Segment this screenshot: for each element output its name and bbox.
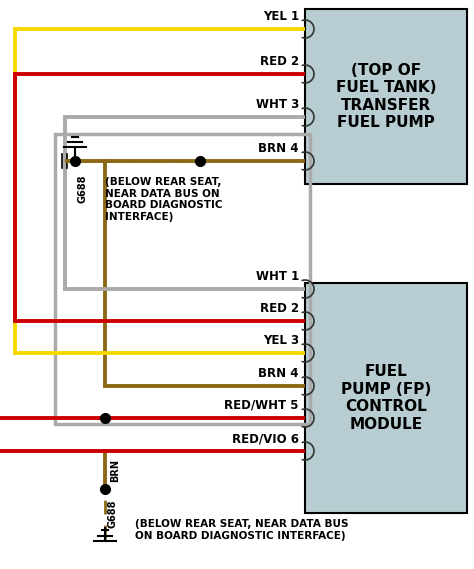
FancyBboxPatch shape [305, 283, 467, 513]
Text: (BELOW REAR SEAT,
NEAR DATA BUS ON
BOARD DIAGNOSTIC
INTERFACE): (BELOW REAR SEAT, NEAR DATA BUS ON BOARD… [105, 177, 222, 222]
Text: BRN 4: BRN 4 [258, 367, 299, 380]
Text: (TOP OF
FUEL TANK)
TRANSFER
FUEL PUMP: (TOP OF FUEL TANK) TRANSFER FUEL PUMP [336, 63, 436, 130]
Text: G688: G688 [78, 174, 88, 203]
Text: RED 2: RED 2 [260, 55, 299, 68]
Text: (BELOW REAR SEAT, NEAR DATA BUS
ON BOARD DIAGNOSTIC INTERFACE): (BELOW REAR SEAT, NEAR DATA BUS ON BOARD… [135, 519, 348, 541]
Text: WHT 3: WHT 3 [256, 98, 299, 111]
Text: BRN 4: BRN 4 [258, 142, 299, 155]
Text: WHT 1: WHT 1 [256, 270, 299, 283]
Text: BRN: BRN [110, 459, 120, 481]
Text: YEL 3: YEL 3 [263, 334, 299, 347]
Text: RED/VIO 6: RED/VIO 6 [232, 432, 299, 445]
Text: YEL 1: YEL 1 [263, 10, 299, 23]
Text: FUEL
PUMP (FP)
CONTROL
MODULE: FUEL PUMP (FP) CONTROL MODULE [341, 364, 431, 432]
Text: RED/WHT 5: RED/WHT 5 [225, 399, 299, 412]
FancyBboxPatch shape [305, 9, 467, 184]
Text: RED 2: RED 2 [260, 302, 299, 315]
Text: G688: G688 [108, 499, 118, 527]
